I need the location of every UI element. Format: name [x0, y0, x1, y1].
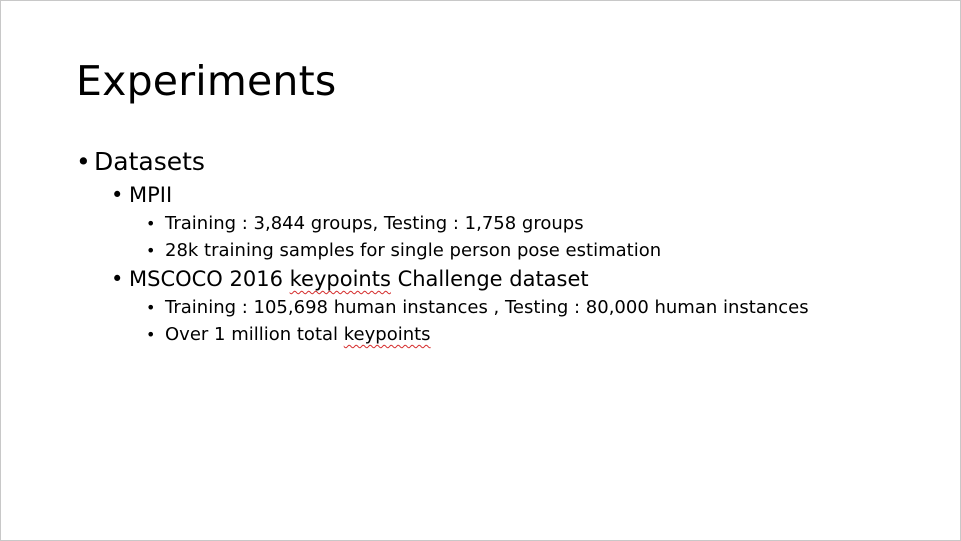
spellcheck-flagged-word[interactable]: keypoints [343, 324, 431, 345]
list-item: • 28k training samples for single person… [146, 239, 661, 263]
list-item: • Datasets [76, 146, 205, 178]
bullet-icon: • [146, 298, 156, 317]
list-item-text: Training : 3,844 groups, Testing : 1,758… [165, 213, 584, 234]
text-segment: Challenge dataset [390, 267, 589, 291]
list-item: • MPII [111, 181, 172, 209]
text-segment: Over 1 million total [165, 324, 344, 345]
list-item: • Training : 105,698 human instances , T… [146, 296, 809, 320]
slide-title: Experiments [76, 57, 337, 105]
list-item-text: Training : 105,698 human instances , Tes… [165, 297, 809, 318]
text-segment: MSCOCO 2016 [129, 267, 290, 291]
spellcheck-flagged-word[interactable]: keypoints [289, 267, 391, 291]
list-item-text: 28k training samples for single person p… [165, 240, 662, 261]
bullet-icon: • [111, 267, 124, 291]
bullet-icon: • [146, 325, 156, 344]
list-item-text: Datasets [94, 147, 205, 176]
bullet-icon: • [146, 241, 156, 260]
list-item-text: MPII [129, 183, 173, 207]
list-item: • Over 1 million total keypoints [146, 323, 431, 347]
list-item: • MSCOCO 2016 keypoints Challenge datase… [111, 265, 589, 293]
bullet-icon: • [146, 214, 156, 233]
list-item: • Training : 3,844 groups, Testing : 1,7… [146, 212, 584, 236]
bullet-icon: • [111, 183, 124, 207]
list-item-text: MSCOCO 2016 keypoints Challenge dataset [129, 267, 589, 291]
bullet-icon: • [76, 147, 91, 176]
list-item-text: Over 1 million total keypoints [165, 324, 431, 345]
